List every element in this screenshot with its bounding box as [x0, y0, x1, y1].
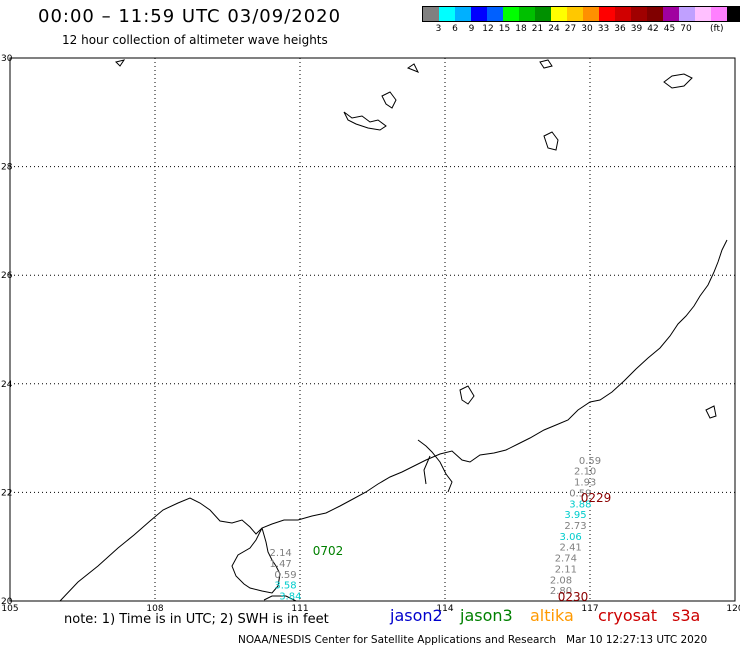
legend-unit: (ft) [710, 24, 724, 34]
gridlines [10, 58, 735, 601]
legend-tick-label: 15 [498, 24, 511, 34]
legend-swatch [551, 7, 567, 21]
pass-time-label: 0230 [558, 590, 589, 604]
legend-swatch [615, 7, 631, 21]
island-group-1 [343, 111, 387, 131]
leizhou-peninsula [231, 527, 281, 594]
wave-height-value: 0.59 [569, 488, 591, 499]
satellite-legend-jason3: jason3 [460, 606, 513, 625]
pass-labels: 0229 0230 0702 [313, 491, 612, 604]
legend-tick-label: 24 [548, 24, 560, 34]
legend-swatch [711, 7, 727, 21]
latitude-tick-label: 24 [1, 380, 13, 390]
island-group-6 [705, 405, 717, 419]
legend-tick-label: 39 [630, 24, 643, 34]
legend-swatch [455, 7, 471, 21]
longitude-tick-label: 105 [1, 604, 18, 614]
wave-height-value: 3.84 [279, 592, 301, 603]
island-group-7 [115, 59, 553, 73]
legend-tick-label: 45 [663, 24, 676, 34]
legend-swatch [631, 7, 647, 21]
legend-swatch [647, 7, 663, 21]
wave-height-value: 3.58 [274, 581, 296, 592]
longitude-tick-label: 120 [726, 604, 740, 614]
color-legend [422, 6, 740, 22]
credit-line: NOAA/NESDIS Center for Satellite Applica… [238, 634, 708, 646]
wave-height-value: 2.74 [555, 554, 577, 565]
legend-tick-label: 12 [482, 24, 494, 34]
satellite-legend-s3a: s3a [672, 606, 701, 625]
legend-swatch [471, 7, 487, 21]
legend-swatch [567, 7, 583, 21]
map-subtitle: 12 hour collection of altimeter wave hei… [62, 33, 328, 47]
legend-tick-label: 18 [515, 24, 527, 34]
legend-swatch [487, 7, 503, 21]
track-values: 0.592.101.930.593.883.952.733.062.412.74… [270, 456, 602, 603]
wave-height-value: 0.59 [274, 570, 296, 581]
legend-tick-label: 30 [581, 24, 593, 34]
longitude-tick-label: 114 [436, 604, 453, 614]
legend-tick-label: 27 [564, 24, 577, 34]
legend-tick-label: 9 [468, 24, 475, 34]
legend-swatch [423, 7, 439, 21]
wave-height-value: 3.88 [569, 499, 591, 510]
wave-height-value: 2.80 [550, 586, 572, 597]
island-group-3 [543, 131, 559, 151]
island-group-5 [459, 385, 475, 405]
longitude-tick-label: 111 [291, 604, 308, 614]
latitude-labels: 30 28 26 24 22 20 [1, 54, 13, 607]
map-title: 00:00 – 11:59 UTC 03/09/2020 [38, 6, 342, 27]
map-frame [9, 57, 736, 602]
legend-tick-label: 21 [531, 24, 544, 34]
pass-time-label: 0702 [313, 544, 344, 558]
wave-height-value: 3.95 [564, 510, 586, 521]
legend-tick-label: 6 [452, 24, 458, 34]
longitude-labels: 105 108 111 114 117 120 [1, 604, 740, 614]
legend-swatch [519, 7, 535, 21]
island-group-4 [663, 73, 693, 89]
legend-tick-label: 33 [597, 24, 610, 34]
latitude-tick-label: 28 [1, 163, 13, 173]
wave-height-value: 2.10 [574, 467, 596, 478]
legend-swatch [599, 7, 615, 21]
legend-tick-label: 42 [647, 24, 659, 34]
wave-height-value: 2.11 [555, 564, 577, 575]
legend-swatch [695, 7, 711, 21]
latitude-tick-label: 22 [1, 488, 12, 498]
legend-swatch [439, 7, 455, 21]
bottom-note: note: 1) Time is in UTC; 2) SWH is in fe… [64, 612, 329, 627]
wave-height-value: 1.47 [270, 559, 292, 570]
legend-swatch [727, 7, 740, 21]
legend-tick-label: 36 [614, 24, 626, 34]
satellite-legend-jason2: jason2 [390, 606, 443, 625]
wave-height-value: 2.08 [550, 575, 572, 586]
legend-swatch [663, 7, 679, 21]
pass-time-label: 0229 [581, 491, 612, 505]
latitude-tick-label: 26 [1, 271, 13, 281]
longitude-tick-label: 117 [581, 604, 598, 614]
wave-height-value: 1.93 [574, 478, 596, 489]
satellite-legend-altika: altika [530, 606, 574, 625]
hainan-coast [263, 595, 297, 602]
pearl-river-estuary [417, 439, 453, 493]
latitude-tick-label: 20 [1, 597, 13, 607]
satellite-legend-cryosat: cryosat [598, 606, 658, 625]
island-group-2 [381, 91, 397, 109]
latitude-tick-label: 30 [1, 54, 13, 64]
wave-height-value: 2.41 [560, 543, 582, 554]
legend-swatch [535, 7, 551, 21]
legend-tick-label: 70 [680, 24, 692, 34]
legend-swatch [503, 7, 519, 21]
legend-tick-label: 3 [435, 24, 442, 34]
wave-height-value: 2.73 [564, 521, 586, 532]
wave-height-value: 2.14 [270, 548, 292, 559]
legend-swatch [583, 7, 599, 21]
legend-swatch [679, 7, 695, 21]
wave-height-value: 3.06 [560, 532, 582, 543]
wave-height-value: 0.59 [579, 456, 601, 467]
coastline [59, 239, 728, 602]
longitude-tick-label: 108 [146, 604, 163, 614]
